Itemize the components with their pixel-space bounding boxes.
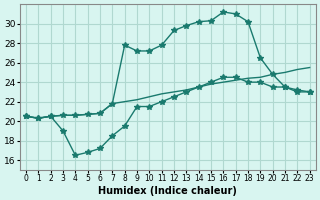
X-axis label: Humidex (Indice chaleur): Humidex (Indice chaleur) — [98, 186, 237, 196]
